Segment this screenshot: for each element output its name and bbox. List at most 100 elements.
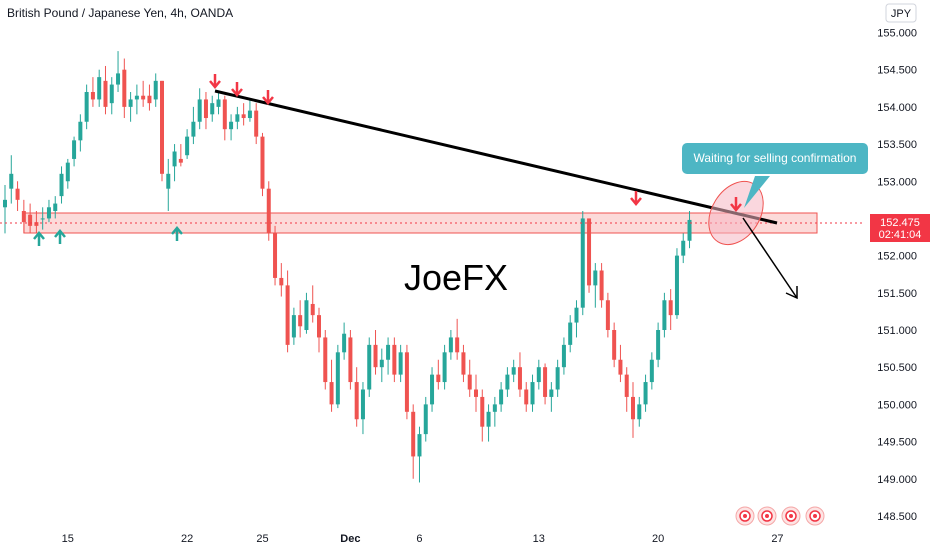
candle xyxy=(216,92,221,115)
candle xyxy=(153,73,158,107)
candle xyxy=(656,322,661,368)
candle xyxy=(568,315,573,353)
y-tick-layer: 155.000154.500154.000153.500153.000152.5… xyxy=(877,28,917,523)
event-icon[interactable] xyxy=(781,506,801,526)
candle xyxy=(116,51,121,92)
y-tick-label: 155.000 xyxy=(877,28,917,40)
candle xyxy=(436,359,441,390)
x-tick-label: 6 xyxy=(416,533,422,545)
candle xyxy=(329,359,334,412)
y-tick-label: 152.000 xyxy=(877,251,917,263)
candle xyxy=(417,426,422,483)
candle xyxy=(455,318,460,360)
price-value: 152.475 xyxy=(880,217,920,229)
price-tag: 152.475 02:41:04 xyxy=(870,214,930,242)
candle xyxy=(266,181,271,241)
candle xyxy=(342,322,347,360)
candle xyxy=(90,77,95,107)
candle xyxy=(379,348,384,383)
candle xyxy=(53,196,58,219)
chart-title: British Pound / Japanese Yen, 4h, OANDA xyxy=(7,6,233,20)
y-axis[interactable]: JPY 155.000 154.500 154.000 153.500 153.000 1… xyxy=(870,3,930,523)
candle xyxy=(128,92,133,122)
candle xyxy=(335,344,340,409)
markers-layer xyxy=(33,74,742,246)
y-tick-label: 153.500 xyxy=(877,139,917,151)
candle xyxy=(273,225,278,286)
candle xyxy=(279,263,284,297)
y-tick-label: 150.000 xyxy=(877,399,917,411)
event-icon[interactable] xyxy=(805,506,825,526)
candle xyxy=(480,389,485,442)
candles-layer xyxy=(3,51,692,483)
candle xyxy=(411,404,416,479)
candle xyxy=(404,344,409,420)
candle xyxy=(681,233,686,264)
candle xyxy=(97,69,102,107)
candle xyxy=(474,374,478,412)
candle xyxy=(34,211,39,234)
candle xyxy=(310,285,315,323)
candle xyxy=(15,181,20,211)
y-tick-label: 151.500 xyxy=(877,288,917,300)
candle xyxy=(505,367,510,397)
candle xyxy=(687,211,692,249)
candle xyxy=(9,155,14,204)
x-tick-label: 25 xyxy=(256,533,268,545)
candle xyxy=(203,92,208,130)
candle xyxy=(643,374,648,412)
candle xyxy=(392,337,397,383)
buy-marker-arrow xyxy=(171,226,183,241)
watermark-text: JoeFX xyxy=(404,257,508,298)
candle xyxy=(492,396,497,427)
y-tick-label: 150.500 xyxy=(877,362,917,374)
event-icon[interactable] xyxy=(757,506,777,526)
trendline[interactable] xyxy=(214,89,778,225)
candle xyxy=(109,77,114,115)
x-tick-label: 13 xyxy=(533,533,545,545)
currency-label: JPY xyxy=(891,8,912,20)
candle xyxy=(141,80,146,107)
candle xyxy=(285,270,290,353)
candle xyxy=(448,330,453,360)
candle xyxy=(649,352,654,390)
x-tick-label: Dec xyxy=(340,533,360,545)
candle xyxy=(65,158,70,189)
candle xyxy=(323,330,328,390)
buy-marker-arrow xyxy=(54,229,66,244)
candle xyxy=(430,367,435,412)
y-tick-label: 149.500 xyxy=(877,437,917,449)
callout-text: Waiting for selling confirmation xyxy=(694,151,857,165)
candle xyxy=(631,382,635,438)
candle xyxy=(348,330,353,390)
event-icon[interactable] xyxy=(735,506,755,526)
candle xyxy=(84,84,89,130)
candle xyxy=(574,300,579,338)
x-tick-label: 27 xyxy=(771,533,783,545)
candle xyxy=(166,158,171,211)
candle xyxy=(593,263,598,308)
y-tick-label: 149.000 xyxy=(877,474,917,486)
candle xyxy=(291,307,296,345)
buy-marker-arrow xyxy=(33,231,45,246)
candle xyxy=(624,367,629,412)
candle xyxy=(122,58,127,119)
x-axis[interactable]: 15 22 25 Dec 6 13 20 27 xyxy=(62,533,784,545)
currency-button[interactable]: JPY xyxy=(885,3,917,23)
candle xyxy=(185,129,190,159)
x-tick-label: 20 xyxy=(652,533,664,545)
candle xyxy=(178,144,183,167)
x-tick-label: 15 xyxy=(62,533,74,545)
candle xyxy=(637,396,642,427)
candle xyxy=(317,307,321,353)
candle xyxy=(423,396,428,442)
y-tick-label: 154.500 xyxy=(877,65,917,77)
candle xyxy=(304,292,309,334)
candle xyxy=(561,337,566,375)
candle xyxy=(536,359,541,390)
candle xyxy=(241,103,246,126)
candle xyxy=(147,84,152,111)
event-icons[interactable] xyxy=(735,506,825,526)
x-tick-label: 22 xyxy=(181,533,193,545)
